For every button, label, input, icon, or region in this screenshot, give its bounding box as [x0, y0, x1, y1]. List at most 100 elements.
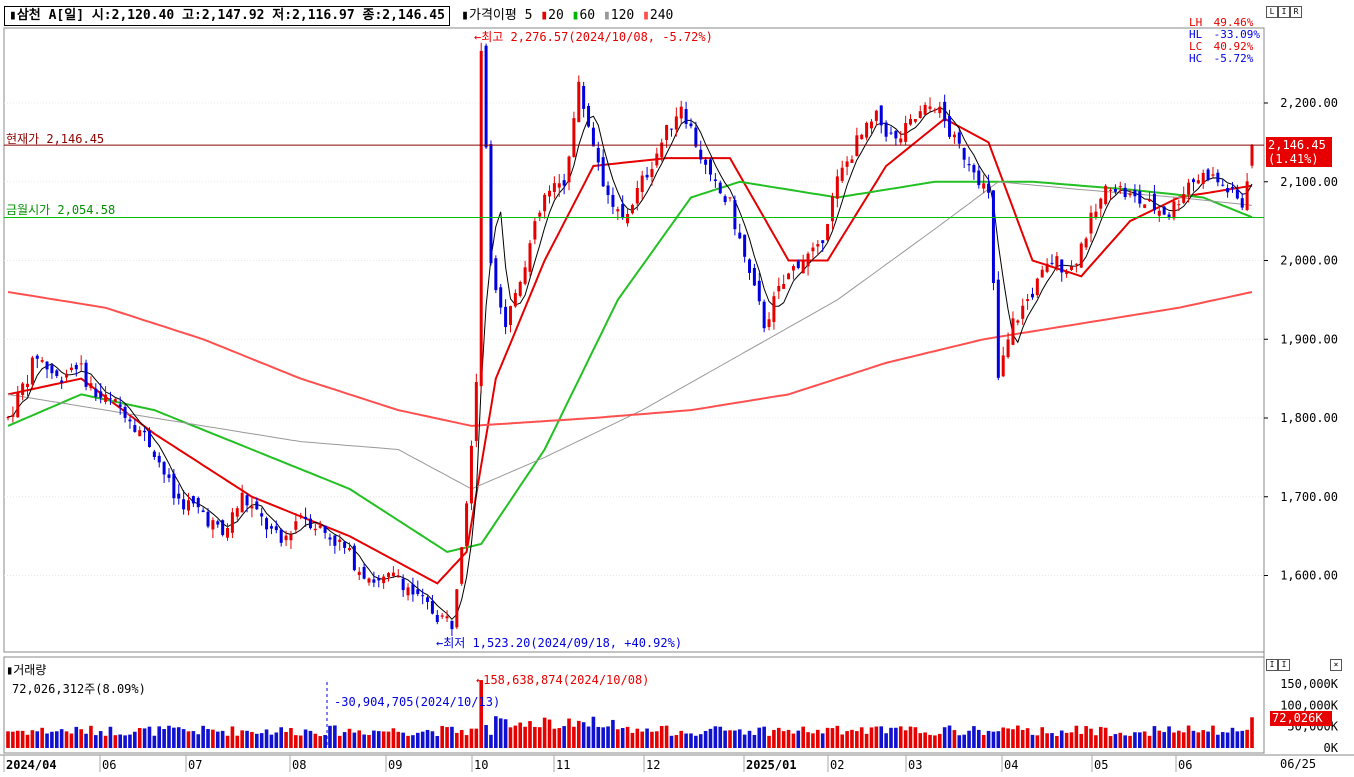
- volume-bar: [835, 725, 840, 748]
- candle-body: [201, 510, 205, 513]
- vol-scale-button[interactable]: I: [1266, 659, 1278, 671]
- candle-body: [123, 406, 127, 418]
- candle-body: [45, 361, 49, 370]
- candle-body: [923, 104, 927, 115]
- candle-body: [255, 501, 259, 510]
- candle-body: [782, 283, 786, 289]
- volume-bar: [923, 732, 927, 748]
- volume-bar: [742, 734, 747, 748]
- volume-bar: [1245, 729, 1249, 748]
- candle-body: [1162, 206, 1166, 215]
- ma-line-ma60: [7, 180, 1253, 553]
- candle-body: [1074, 263, 1078, 265]
- volume-bar: [1152, 726, 1157, 748]
- candle-body: [479, 50, 483, 387]
- candle-body: [445, 616, 449, 619]
- volume-bar: [396, 731, 401, 748]
- vol-scale-button-2[interactable]: I: [1278, 659, 1290, 671]
- candle-body: [996, 279, 1000, 378]
- volume-bar: [884, 733, 888, 748]
- volume-bar: [240, 730, 244, 748]
- chart-title-box[interactable]: ▮삼천 A[일] 시:2,120.40 고:2,147.92 저:2,116.9…: [4, 6, 450, 26]
- candle-body: [543, 194, 547, 212]
- candle-body: [304, 516, 308, 520]
- candle-body: [1152, 193, 1156, 211]
- volume-bar: [255, 733, 259, 748]
- vol-close-button[interactable]: ×: [1330, 659, 1342, 671]
- candle-body: [1216, 172, 1220, 183]
- volume-bar: [230, 726, 235, 748]
- volume-max-label: ←158,638,874(2024/10/08): [476, 673, 650, 687]
- volume-bar: [1206, 731, 1210, 748]
- scale-log-button[interactable]: I: [1278, 6, 1290, 18]
- volume-bar: [513, 725, 518, 748]
- chart-title: 삼천 A[일] 시:2,120.40 고:2,147.92 저:2,116.97…: [16, 8, 445, 23]
- candle-body: [533, 221, 537, 240]
- candle-body: [60, 380, 64, 383]
- volume-bar: [64, 731, 69, 748]
- volume-bar: [879, 726, 884, 748]
- volume-bar: [1220, 732, 1225, 748]
- volume-bar: [986, 730, 991, 748]
- volume-bar: [1113, 734, 1118, 748]
- candle-body: [347, 548, 351, 551]
- volume-bar: [323, 734, 327, 748]
- volume-bar: [650, 731, 654, 748]
- candle-body: [577, 81, 581, 123]
- volume-bar: [411, 735, 415, 748]
- candle-body: [362, 566, 366, 579]
- candle-body: [650, 169, 654, 177]
- x-tick-label: 08: [292, 758, 306, 772]
- candle-body: [382, 576, 386, 584]
- volume-bar: [40, 727, 44, 748]
- candle-body: [162, 462, 166, 475]
- volume-bar: [981, 734, 986, 748]
- candle-body: [1138, 191, 1142, 204]
- volume-bar: [450, 726, 454, 748]
- volume-bar: [1186, 725, 1191, 748]
- candle-body: [826, 224, 830, 241]
- volume-bar: [806, 732, 810, 748]
- volume-bar: [991, 731, 996, 748]
- candle-body: [84, 362, 88, 387]
- volume-bar: [25, 734, 30, 748]
- x-axis-right-label: 06/25: [1280, 757, 1317, 771]
- volume-bar: [1020, 729, 1025, 748]
- ma-line-ma240: [7, 291, 1253, 427]
- candle-body: [1182, 194, 1186, 203]
- candle-body: [1016, 320, 1020, 323]
- candle-body: [1230, 186, 1234, 188]
- candle-body: [1069, 266, 1073, 270]
- volume-bar: [20, 730, 25, 748]
- volume-bar: [864, 733, 869, 748]
- volume-bar: [103, 735, 108, 748]
- price-tick-label: 2,200.00: [1280, 96, 1338, 110]
- candle-body: [528, 243, 532, 272]
- candle-body: [1211, 174, 1215, 176]
- candle-body: [426, 597, 430, 602]
- volume-bar: [1240, 730, 1245, 748]
- candle-body: [835, 176, 839, 199]
- volume-bar: [557, 728, 562, 748]
- volume-min-label: -30,904,705(2024/10/13): [334, 695, 501, 709]
- ma-legend[interactable]: ▮가격이평 5 ▮20 ▮60 ▮120 ▮240: [461, 8, 674, 23]
- x-tick-label: 2024/04: [6, 758, 57, 772]
- scale-lock-button[interactable]: L: [1266, 6, 1278, 18]
- candle-body: [801, 261, 805, 274]
- scale-reset-button[interactable]: R: [1290, 6, 1302, 18]
- volume-bar: [489, 734, 493, 748]
- candle-body: [118, 404, 122, 407]
- volume-bar: [855, 731, 859, 748]
- candle-body: [440, 615, 444, 617]
- volume-bar: [459, 730, 464, 748]
- candle-body: [157, 455, 161, 463]
- volume-bar: [1137, 732, 1142, 748]
- price-tick-label: 1,600.00: [1280, 569, 1338, 583]
- volume-bar: [313, 733, 318, 748]
- candle-body: [240, 492, 244, 513]
- candle-body: [35, 355, 39, 359]
- volume-bar: [996, 731, 1001, 748]
- volume-bar: [1157, 730, 1162, 748]
- volume-bar: [220, 730, 225, 748]
